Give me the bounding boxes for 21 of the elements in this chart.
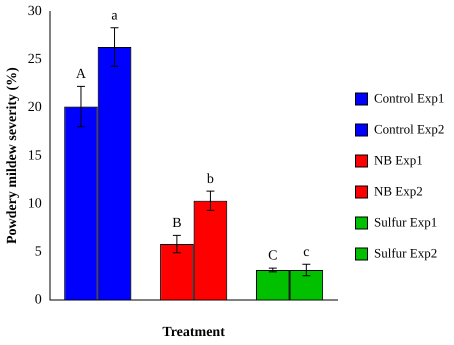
annotation: b: [206, 172, 214, 187]
legend-label: Sulfur Exp1: [374, 214, 438, 230]
y-tick-label: 5: [34, 244, 42, 260]
annotation: a: [111, 8, 118, 24]
y-axis-title: Powdery mildew severity (%): [5, 66, 20, 244]
y-tick-label: 0: [34, 292, 42, 308]
y-tick-label: 25: [28, 52, 42, 68]
x-axis-title: Treatment: [162, 325, 226, 340]
y-tick-label: 15: [28, 148, 42, 164]
annotation: B: [172, 216, 182, 232]
y-tick-label: 30: [28, 4, 42, 20]
y-tick-label: 20: [28, 100, 42, 116]
legend-label: NB Exp2: [374, 183, 423, 198]
legend-label: Sulfur Exp2: [374, 245, 438, 260]
legend-label: Control Exp1: [374, 90, 444, 106]
annotation: c: [303, 244, 310, 260]
y-tick-label: 10: [28, 196, 42, 212]
annotation: A: [76, 67, 87, 82]
legend-label: NB Exp1: [374, 152, 423, 168]
legend-label: Control Exp2: [374, 121, 444, 136]
annotation: C: [268, 248, 278, 264]
